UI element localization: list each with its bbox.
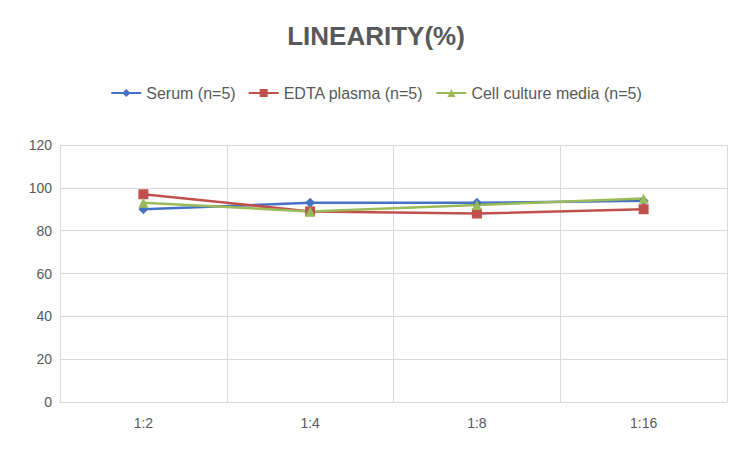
svg-text:60: 60 [36,266,52,282]
svg-text:120: 120 [29,137,53,153]
svg-text:1:4: 1:4 [300,415,320,431]
svg-text:0: 0 [44,394,52,410]
svg-text:EDTA plasma (n=5): EDTA plasma (n=5) [284,85,423,102]
svg-text:20: 20 [36,351,52,367]
svg-text:100: 100 [29,180,53,196]
svg-text:1:16: 1:16 [630,415,657,431]
svg-text:LINEARITY(%): LINEARITY(%) [287,21,465,51]
svg-text:Serum (n=5): Serum (n=5) [146,85,235,102]
svg-text:80: 80 [36,223,52,239]
svg-text:1:8: 1:8 [467,415,487,431]
svg-text:1:2: 1:2 [134,415,154,431]
svg-text:40: 40 [36,308,52,324]
svg-text:Cell culture media (n=5): Cell culture media (n=5) [471,85,641,102]
